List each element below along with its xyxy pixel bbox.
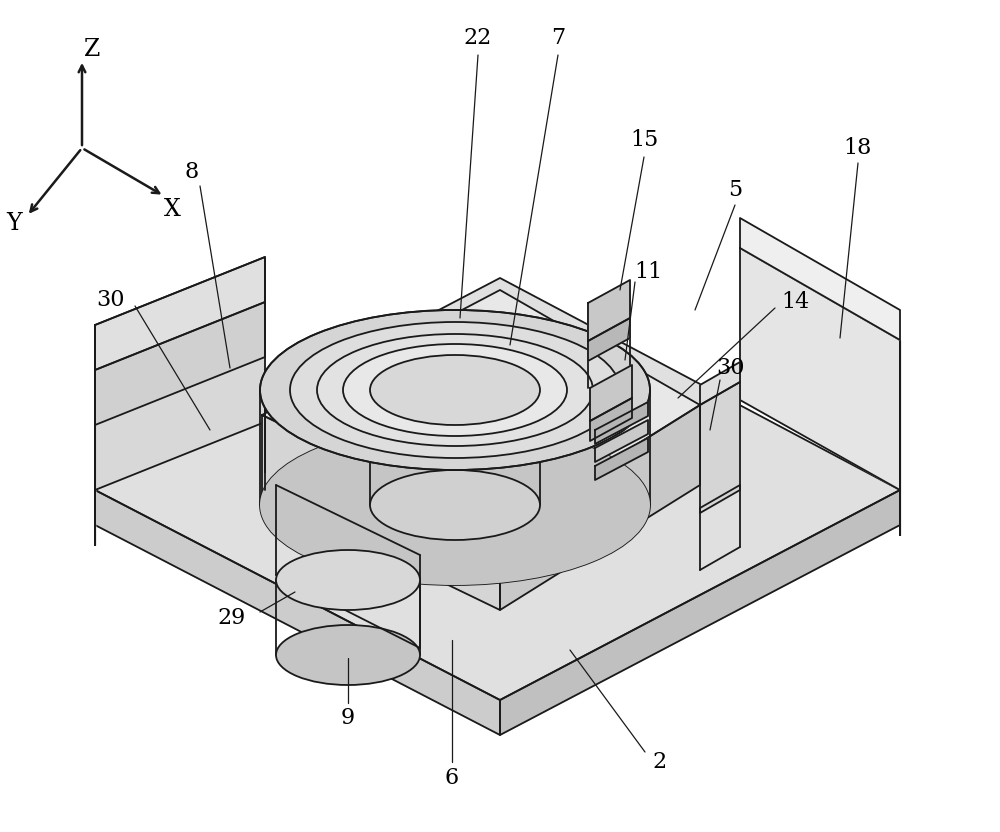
Polygon shape — [500, 405, 700, 610]
Text: Y: Y — [6, 211, 22, 235]
Polygon shape — [588, 318, 630, 361]
Polygon shape — [740, 218, 900, 340]
Text: Z: Z — [84, 38, 100, 62]
Ellipse shape — [370, 355, 540, 425]
Polygon shape — [700, 382, 740, 513]
Polygon shape — [95, 302, 265, 425]
Ellipse shape — [343, 344, 567, 436]
Text: 2: 2 — [653, 751, 667, 773]
Polygon shape — [740, 248, 900, 490]
Polygon shape — [95, 257, 265, 490]
Text: 29: 29 — [218, 607, 246, 629]
Polygon shape — [95, 490, 500, 735]
Polygon shape — [95, 257, 265, 370]
Text: X: X — [164, 199, 180, 221]
Text: 30: 30 — [96, 289, 124, 311]
Polygon shape — [595, 420, 648, 462]
Ellipse shape — [260, 425, 650, 585]
Text: 15: 15 — [630, 129, 658, 151]
Polygon shape — [595, 402, 648, 444]
Ellipse shape — [370, 470, 540, 540]
Polygon shape — [95, 278, 900, 700]
Text: 18: 18 — [844, 137, 872, 159]
Ellipse shape — [260, 310, 650, 470]
Text: 5: 5 — [728, 179, 742, 201]
Ellipse shape — [276, 550, 420, 610]
Polygon shape — [262, 415, 500, 610]
Text: 22: 22 — [464, 27, 492, 49]
Text: 8: 8 — [185, 161, 199, 183]
Polygon shape — [700, 362, 740, 405]
Text: 14: 14 — [781, 291, 809, 313]
Polygon shape — [590, 398, 632, 441]
Ellipse shape — [276, 625, 420, 685]
Text: 6: 6 — [445, 767, 459, 789]
Text: 9: 9 — [341, 707, 355, 729]
Polygon shape — [590, 365, 632, 421]
Polygon shape — [595, 438, 648, 480]
Polygon shape — [500, 490, 900, 735]
Text: 30: 30 — [716, 357, 744, 379]
Polygon shape — [588, 280, 630, 341]
Text: 11: 11 — [634, 261, 662, 283]
Polygon shape — [262, 290, 700, 530]
Text: 7: 7 — [551, 27, 565, 49]
Ellipse shape — [317, 334, 593, 446]
Ellipse shape — [290, 322, 620, 458]
Ellipse shape — [260, 425, 650, 585]
